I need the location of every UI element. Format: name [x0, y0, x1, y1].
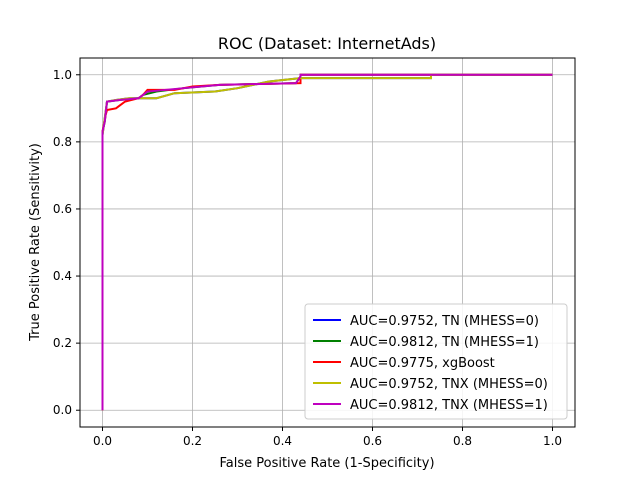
legend-label: AUC=0.9775, xgBoost: [350, 356, 495, 371]
x-tick-label: 1.0: [543, 434, 562, 448]
x-tick-label: 0.8: [453, 434, 472, 448]
series-lines: [101, 73, 553, 411]
y-tick-label: 0.4: [53, 269, 72, 283]
y-axis-label: True Positive Rate (Sensitivity): [28, 143, 43, 342]
y-tick-label: 0.8: [53, 135, 72, 149]
y-tick-label: 0.6: [53, 202, 72, 216]
axis-ticks: 0.0 0.2 0.4 0.6 0.8 1.0 0.0 0.2 0.4 0.6 0.8 1.0: [53, 68, 562, 448]
plot-frame: [79, 57, 576, 428]
legend-label: AUC=0.9752, TN (MHESS=0): [350, 314, 539, 329]
y-tick-label: 1.0: [53, 68, 72, 82]
legend-label: AUC=0.9812, TNX (MHESS=1): [350, 398, 548, 413]
y-tick-label: 0.0: [53, 403, 72, 417]
legend-label: AUC=0.9812, TN (MHESS=1): [350, 335, 539, 350]
chart-title: ROC (Dataset: InternetAds): [218, 34, 436, 53]
x-tick-label: 0.6: [363, 434, 382, 448]
y-tick-label: 0.2: [53, 336, 72, 350]
legend: AUC=0.9752, TN (MHESS=0) AUC=0.9812, TN (…: [304, 303, 568, 420]
x-tick-label: 0.4: [273, 434, 292, 448]
grid: [80, 58, 575, 427]
x-tick-label: 0.0: [93, 434, 112, 448]
series-line-5: [101, 73, 553, 411]
x-tick-label: 0.2: [183, 434, 202, 448]
legend-label: AUC=0.9752, TNX (MHESS=0): [350, 377, 548, 392]
legend-box: [304, 303, 568, 420]
x-axis-label: False Positive Rate (1-Specificity): [219, 456, 434, 471]
